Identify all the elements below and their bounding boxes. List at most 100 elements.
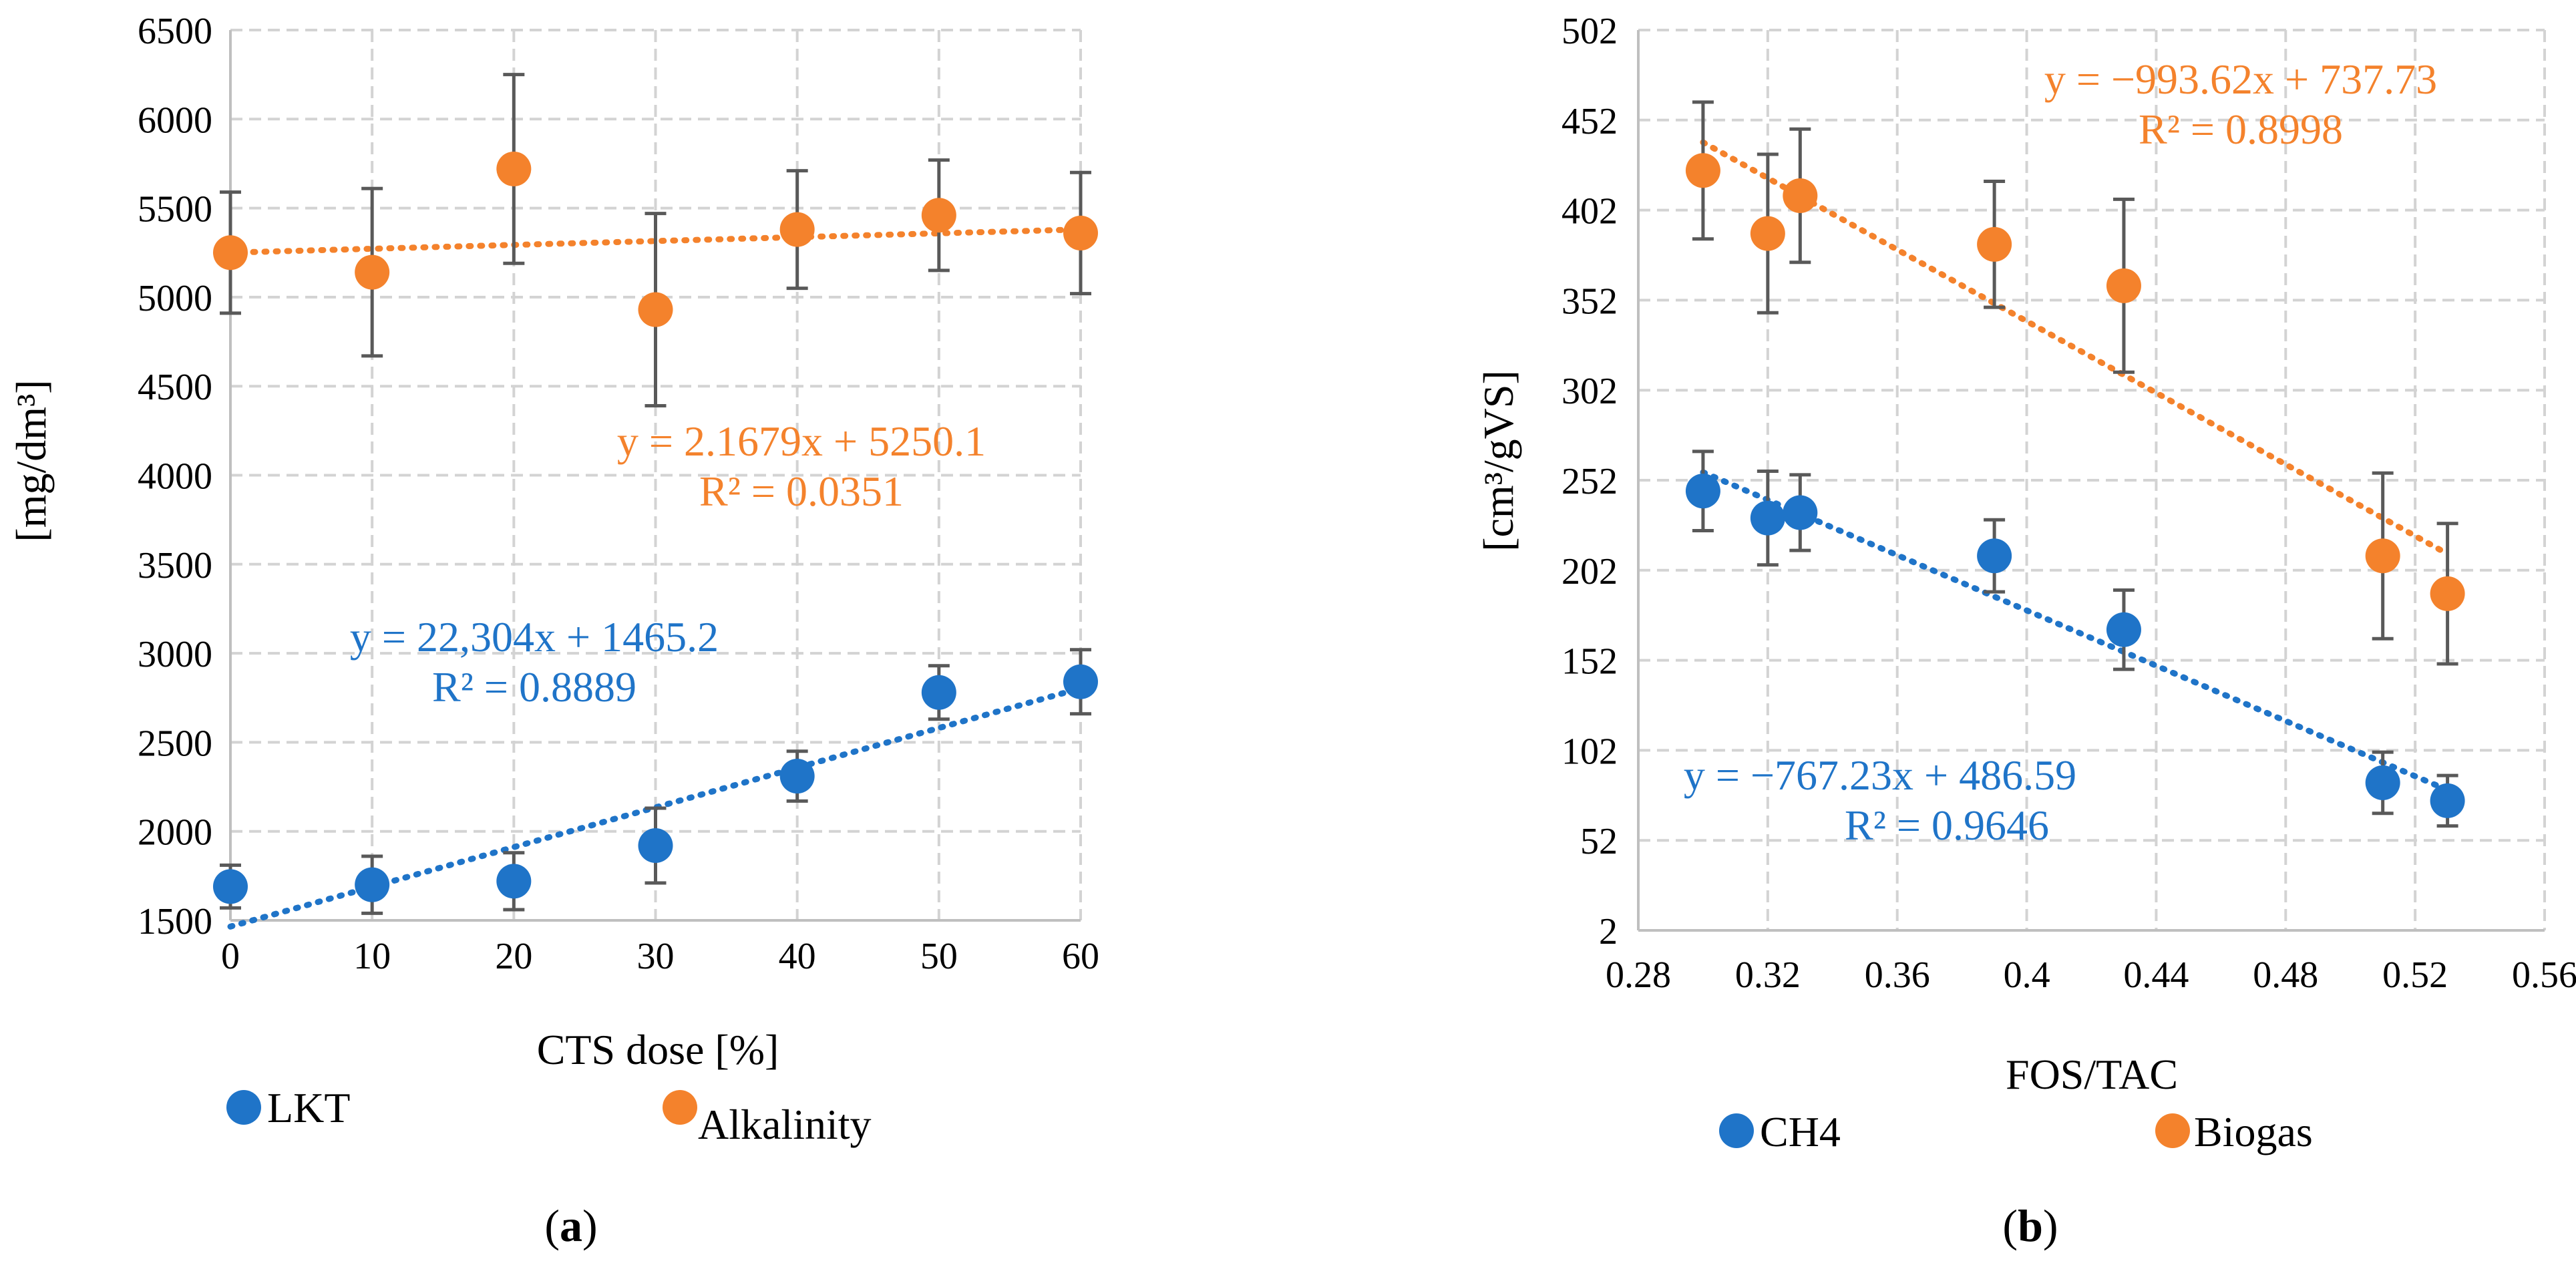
x-tick-label: 30 (637, 936, 675, 977)
ch4-point (1750, 500, 1785, 536)
x-tick-label: 10 (353, 936, 391, 977)
y-tick-label: 402 (1561, 191, 1618, 232)
biogas-point (2365, 538, 2400, 574)
y-tick-label: 2500 (138, 723, 212, 764)
biogas-point (2106, 268, 2141, 303)
x-tick-label: 0.52 (2382, 954, 2448, 996)
x-tick-label: 0.56 (2512, 954, 2576, 996)
legend-ch4-marker (1719, 1113, 1754, 1148)
panel-b-biogas-equation: y = −993.62x + 737.73 (2044, 55, 2437, 103)
biogas-point (1750, 216, 1785, 251)
panel-a-gridlines (229, 29, 1082, 922)
biogas-point (1685, 153, 1720, 188)
y-tick-label: 5500 (138, 189, 212, 230)
y-tick-label: 4000 (138, 456, 212, 498)
x-tick-label: 20 (495, 936, 532, 977)
x-tick-label: 0.44 (2123, 954, 2189, 996)
panel-b-ch4-r2: R² = 0.9646 (1845, 801, 2049, 849)
panel-a: 1500 2000 2500 3000 3500 4000 4500 5000 5500 6000… (7, 11, 1099, 1251)
y-tick-label: 2000 (138, 812, 212, 854)
y-tick-label: 502 (1561, 11, 1618, 52)
panel-a-legend: LKT Alkalinity (226, 1084, 872, 1148)
y-tick-label: 3000 (138, 634, 212, 675)
x-tick-label: 0.4 (2004, 954, 2050, 996)
alkalinity-point (355, 254, 390, 290)
y-tick-label: 52 (1580, 821, 1618, 862)
x-tick-label: 40 (779, 936, 816, 977)
panel-b-ch4-equation: y = −767.23x + 486.59 (1684, 751, 2076, 799)
lkt-point (355, 867, 390, 902)
panel-a-caption: (a) (544, 1200, 597, 1251)
legend-alkalinity-marker (663, 1090, 697, 1125)
x-tick-label: 0.48 (2253, 954, 2318, 996)
panel-a-lkt-r2: R² = 0.8889 (432, 663, 636, 711)
panel-a-points (213, 151, 1098, 904)
x-tick-label: 0 (221, 936, 240, 977)
x-tick-label: 60 (1062, 936, 1099, 977)
panel-a-lkt-equation: y = 22,304x + 1465.2 (350, 613, 719, 661)
y-tick-label: 1500 (138, 901, 212, 942)
lkt-point (1063, 664, 1098, 699)
alkalinity-point (921, 198, 956, 233)
ch4-point (1977, 538, 2012, 574)
legend-ch4-label: CH4 (1760, 1108, 1841, 1155)
lkt-point (638, 828, 673, 864)
alkalinity-point (213, 235, 248, 270)
alkalinity-point (496, 151, 532, 186)
y-tick-label: 102 (1561, 731, 1618, 772)
panel-b-caption: (b) (2002, 1200, 2058, 1251)
y-tick-label: 352 (1561, 281, 1618, 322)
panel-b-y-axis-label: [cm³/gVS] (1475, 370, 1522, 552)
y-tick-label: 452 (1561, 101, 1618, 142)
legend-biogas-label: Biogas (2194, 1108, 2313, 1155)
alkalinity-point (638, 292, 673, 327)
alkalinity-point (779, 212, 815, 247)
y-tick-label: 4500 (138, 367, 212, 408)
panel-a-alkalinity-r2: R² = 0.0351 (699, 468, 904, 515)
lkt-point (779, 759, 815, 794)
lkt-point (921, 675, 956, 710)
panel-b-x-axis-label: FOS/TAC (2006, 1051, 2178, 1098)
ch4-point (1783, 495, 1818, 530)
panel-a-alkalinity-equation: y = 2.1679x + 5250.1 (617, 417, 986, 465)
panel-a-error-bars (220, 73, 1091, 915)
ch4-point (2106, 612, 2141, 647)
y-tick-label: 152 (1561, 641, 1618, 683)
y-tick-label: 6000 (138, 100, 212, 141)
legend-alkalinity-label: Alkalinity (698, 1101, 872, 1148)
alkalinity-point (1063, 215, 1098, 250)
panel-a-x-axis-label: CTS dose [%] (537, 1026, 779, 1073)
panel-b-biogas-r2: R² = 0.8998 (2139, 106, 2343, 153)
panel-b-points (1685, 153, 2465, 818)
panel-a-tick-labels: 1500 2000 2500 3000 3500 4000 4500 5000 5500 6000… (138, 11, 1099, 977)
panel-a-caption-letter: a (560, 1200, 582, 1251)
panel-b-legend: CH4 Biogas (1719, 1108, 2313, 1155)
y-tick-label: 202 (1561, 551, 1618, 592)
ch4-point (2365, 765, 2400, 800)
ch4-point (2430, 783, 2465, 818)
x-tick-label: 0.28 (1606, 954, 1671, 996)
ch4-point (1685, 474, 1720, 509)
y-tick-label: 302 (1561, 371, 1618, 412)
biogas-point (2430, 576, 2465, 611)
panel-b-axes (1637, 30, 2545, 932)
legend-lkt-label: LKT (267, 1084, 350, 1131)
x-tick-label: 50 (920, 936, 958, 977)
y-tick-label: 252 (1561, 461, 1618, 502)
legend-biogas-marker (2155, 1113, 2190, 1148)
lkt-point (213, 869, 248, 904)
legend-lkt-marker (226, 1090, 261, 1125)
biogas-point (1783, 178, 1818, 214)
panel-b-trendlines (1700, 139, 2451, 793)
x-tick-label: 0.36 (1865, 954, 1930, 996)
biogas-point (1977, 226, 2012, 262)
y-tick-label: 2 (1599, 911, 1618, 952)
y-tick-label: 6500 (138, 11, 212, 52)
biogas-trendline (1700, 139, 2451, 557)
x-tick-label: 0.32 (1735, 954, 1801, 996)
y-tick-label: 5000 (138, 278, 212, 319)
panel-a-y-axis-label: [mg/dm³] (7, 379, 55, 542)
panel-a-axes (229, 30, 1081, 922)
